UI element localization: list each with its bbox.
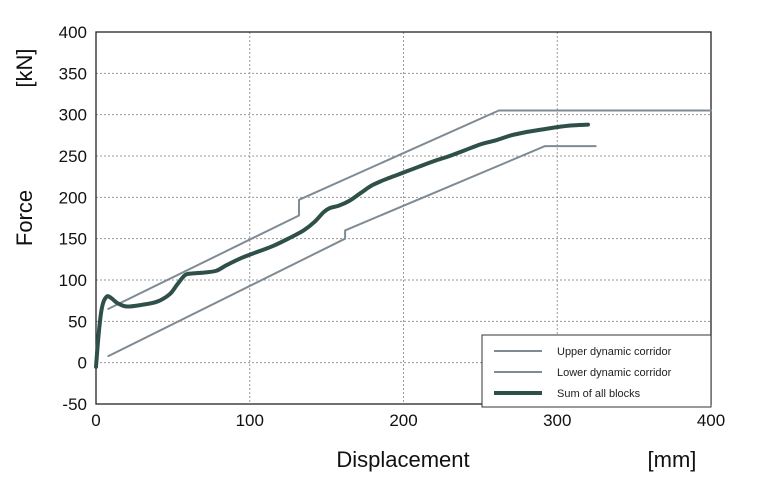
x-tick-label: 100 (236, 411, 264, 430)
y-tick-label: 300 (59, 106, 87, 125)
x-tick-label: 400 (697, 411, 725, 430)
series-lines (94, 109, 712, 369)
x-tick-label: 300 (543, 411, 571, 430)
y-tick-label: 150 (59, 230, 87, 249)
legend-label-upper-corridor: Upper dynamic corridor (557, 346, 672, 358)
y-tick-label: 400 (59, 23, 87, 42)
y-tick-label: 250 (59, 147, 87, 166)
y-axis-label: Force (12, 190, 37, 246)
y-tick-label: 50 (68, 312, 87, 331)
x-axis-unit: [mm] (648, 447, 697, 472)
y-tick-label: -50 (62, 395, 87, 414)
legend: Upper dynamic corridor Lower dynamic cor… (481, 334, 712, 408)
x-tick-label: 200 (389, 411, 417, 430)
y-tick-label: 0 (78, 354, 87, 373)
x-tick-label: 0 (91, 411, 100, 430)
y-tick-label: 100 (59, 271, 87, 290)
legend-label-sum-of-blocks: Sum of all blocks (557, 388, 641, 400)
y-tick-label: 200 (59, 188, 87, 207)
legend-label-lower-corridor: Lower dynamic corridor (557, 367, 672, 379)
y-tick-label: 350 (59, 64, 87, 83)
plot-frame (95, 31, 712, 405)
series-sum-of-all-blocks (94, 122, 590, 369)
series-lower-dynamic-corridor (107, 145, 597, 358)
series-upper-dynamic-corridor (107, 109, 712, 310)
y-axis-unit: [kN] (12, 48, 37, 87)
x-axis-label: Displacement (336, 447, 469, 472)
